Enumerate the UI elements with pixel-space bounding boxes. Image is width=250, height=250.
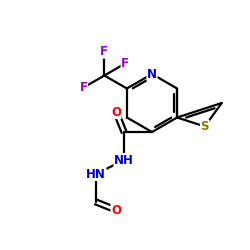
Text: O: O bbox=[111, 106, 121, 118]
Text: O: O bbox=[111, 204, 121, 216]
Text: S: S bbox=[200, 120, 209, 133]
Text: F: F bbox=[100, 45, 108, 58]
Text: HN: HN bbox=[86, 168, 106, 180]
Text: NH: NH bbox=[114, 154, 134, 166]
Text: F: F bbox=[121, 57, 129, 70]
Text: N: N bbox=[147, 68, 157, 80]
Text: F: F bbox=[80, 81, 88, 94]
